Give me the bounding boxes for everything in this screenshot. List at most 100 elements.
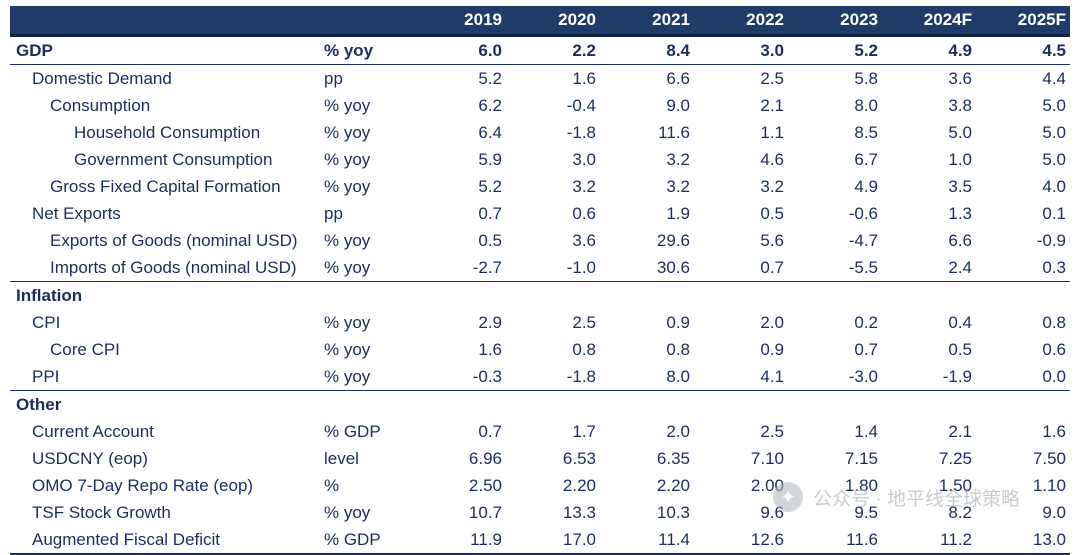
cell: 1.9 <box>600 200 694 227</box>
cell: -0.3 <box>412 363 506 391</box>
row-unit: % yoy <box>320 499 412 526</box>
cell: 1.7 <box>506 418 600 445</box>
cell: 0.7 <box>694 254 788 282</box>
cell: 6.0 <box>412 36 506 65</box>
cell <box>976 282 1070 310</box>
cell: 12.6 <box>694 526 788 554</box>
cell: 11.9 <box>412 526 506 554</box>
cell: 0.5 <box>882 336 976 363</box>
row-label: Imports of Goods (nominal USD) <box>10 254 320 282</box>
row-label: Inflation <box>10 282 320 310</box>
table-row-gdp: GDP% yoy6.02.28.43.05.24.94.5 <box>10 36 1070 65</box>
cell: 2.00 <box>694 472 788 499</box>
cell: 0.9 <box>600 309 694 336</box>
cell: 1.10 <box>976 472 1070 499</box>
col-year: 2025F <box>976 6 1070 36</box>
cell: 13.3 <box>506 499 600 526</box>
cell: 7.25 <box>882 445 976 472</box>
col-year: 2021 <box>600 6 694 36</box>
row-label: USDCNY (eop) <box>10 445 320 472</box>
table-row-hh_consumption: Household Consumption% yoy6.4-1.811.61.1… <box>10 119 1070 146</box>
row-unit: level <box>320 445 412 472</box>
cell: 2.20 <box>506 472 600 499</box>
cell: 3.6 <box>506 227 600 254</box>
cell: 0.4 <box>882 309 976 336</box>
row-label: Household Consumption <box>10 119 320 146</box>
cell: 3.2 <box>694 173 788 200</box>
cell: 9.0 <box>600 92 694 119</box>
cell: 7.50 <box>976 445 1070 472</box>
cell: 1.3 <box>882 200 976 227</box>
cell: 0.2 <box>788 309 882 336</box>
cell: 2.4 <box>882 254 976 282</box>
table-row-ppi: PPI% yoy-0.3-1.88.04.1-3.0-1.90.0 <box>10 363 1070 391</box>
table-row-usdcny: USDCNY (eop)level6.966.536.357.107.157.2… <box>10 445 1070 472</box>
cell: 2.2 <box>506 36 600 65</box>
row-label: TSF Stock Growth <box>10 499 320 526</box>
cell: 6.6 <box>600 65 694 93</box>
cell: 3.5 <box>882 173 976 200</box>
cell: 1.0 <box>882 146 976 173</box>
cell: -0.6 <box>788 200 882 227</box>
cell: 3.0 <box>506 146 600 173</box>
cell: 5.6 <box>694 227 788 254</box>
cell: 0.3 <box>976 254 1070 282</box>
page: 2019 2020 2021 2022 2023 2024F 2025F GDP… <box>0 0 1080 552</box>
cell: 1.80 <box>788 472 882 499</box>
cell: 0.9 <box>694 336 788 363</box>
row-unit: % yoy <box>320 173 412 200</box>
cell: 4.5 <box>976 36 1070 65</box>
cell: 11.2 <box>882 526 976 554</box>
cell: 2.5 <box>694 65 788 93</box>
cell: 4.4 <box>976 65 1070 93</box>
cell: 9.6 <box>694 499 788 526</box>
row-unit: % yoy <box>320 309 412 336</box>
cell: 6.6 <box>882 227 976 254</box>
cell: 1.6 <box>412 336 506 363</box>
cell <box>412 391 506 419</box>
cell: 5.0 <box>976 92 1070 119</box>
cell <box>882 391 976 419</box>
row-unit: % yoy <box>320 254 412 282</box>
table-row-gfcf: Gross Fixed Capital Formation% yoy5.23.2… <box>10 173 1070 200</box>
economic-table: 2019 2020 2021 2022 2023 2024F 2025F GDP… <box>10 6 1070 555</box>
row-unit: % yoy <box>320 146 412 173</box>
cell <box>600 282 694 310</box>
cell <box>600 391 694 419</box>
cell: 0.7 <box>788 336 882 363</box>
cell: 1.6 <box>976 418 1070 445</box>
table-row-gov_consumption: Government Consumption% yoy5.93.03.24.66… <box>10 146 1070 173</box>
row-label: PPI <box>10 363 320 391</box>
cell: 13.0 <box>976 526 1070 554</box>
table-row-consumption: Consumption% yoy6.2-0.49.02.18.03.85.0 <box>10 92 1070 119</box>
cell: 5.0 <box>976 119 1070 146</box>
cell: 8.2 <box>882 499 976 526</box>
table-row-tsf: TSF Stock Growth% yoy10.713.310.39.69.58… <box>10 499 1070 526</box>
cell <box>788 391 882 419</box>
row-unit: % yoy <box>320 336 412 363</box>
cell: 7.10 <box>694 445 788 472</box>
cell: 10.7 <box>412 499 506 526</box>
cell: -3.0 <box>788 363 882 391</box>
cell: 8.4 <box>600 36 694 65</box>
table-row-cpi: CPI% yoy2.92.50.92.00.20.40.8 <box>10 309 1070 336</box>
cell: -2.7 <box>412 254 506 282</box>
cell: 6.7 <box>788 146 882 173</box>
cell: 17.0 <box>506 526 600 554</box>
cell: 5.2 <box>412 173 506 200</box>
cell <box>412 282 506 310</box>
table-row-exports: Exports of Goods (nominal USD)% yoy0.53.… <box>10 227 1070 254</box>
row-label: Domestic Demand <box>10 65 320 93</box>
cell: 2.1 <box>694 92 788 119</box>
cell: 1.4 <box>788 418 882 445</box>
cell: 0.6 <box>506 200 600 227</box>
cell <box>882 282 976 310</box>
table-row-imports: Imports of Goods (nominal USD)% yoy-2.7-… <box>10 254 1070 282</box>
cell: 0.8 <box>600 336 694 363</box>
table-row-core_cpi: Core CPI% yoy1.60.80.80.90.70.50.6 <box>10 336 1070 363</box>
row-label: Net Exports <box>10 200 320 227</box>
row-label: Augmented Fiscal Deficit <box>10 526 320 554</box>
cell: 0.7 <box>412 418 506 445</box>
cell <box>694 282 788 310</box>
cell: 2.1 <box>882 418 976 445</box>
